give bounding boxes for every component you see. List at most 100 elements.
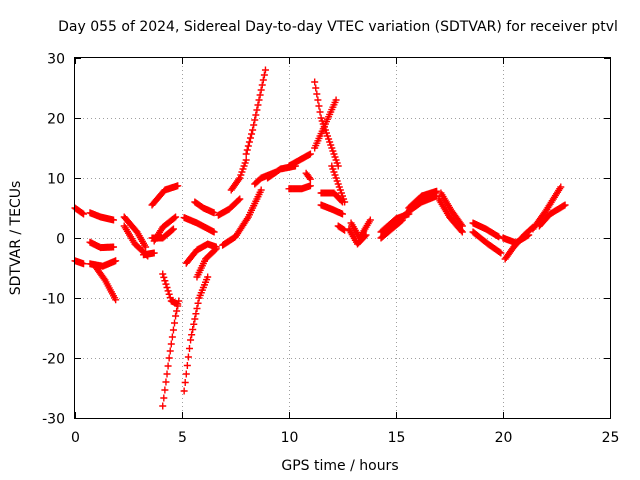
series-arc-37 [377,216,406,242]
data-point [250,121,258,129]
data-point [169,225,177,233]
data-point [165,354,173,362]
data-point [251,116,259,124]
data-point [164,287,172,295]
chart-title: Day 055 of 2024, Sidereal Day-to-day VTE… [58,19,618,35]
series-arc-27 [285,182,314,193]
data-point [339,210,346,218]
data-point [257,186,265,194]
data-point [164,362,172,370]
y-tick-label: -30 [42,412,65,428]
data-point [312,84,320,92]
data-point [159,402,167,410]
data-point [194,299,202,307]
y-tick-label: 0 [56,232,65,248]
data-point [172,312,180,320]
data-point [253,106,261,114]
y-tick-label: 10 [47,172,65,188]
data-point [458,228,466,236]
series-arc-6 [90,261,120,304]
data-point [166,294,174,302]
data-point [313,90,321,98]
x-tick-label: 0 [71,430,80,446]
data-point [184,353,192,361]
data-points [71,66,569,410]
data-point [172,213,180,221]
x-axis-label: GPS time / hours [281,458,398,474]
data-point [78,209,86,217]
data-point [171,319,179,327]
data-point [252,111,260,119]
y-tick-label: -10 [42,292,65,308]
series-arc-1 [71,204,88,218]
series-arc-3 [86,209,118,224]
data-point [212,243,220,251]
data-point [190,320,198,328]
data-point [256,91,264,99]
series-arc-19 [191,198,218,217]
data-point [257,86,265,94]
series-arc-42 [435,195,466,236]
data-point [189,326,197,333]
series-arc-15 [180,273,212,395]
series-arc-24 [242,66,269,158]
series-arc-4 [86,238,118,252]
data-point [168,333,176,341]
data-point [557,183,565,191]
series-arc-30 [311,96,340,152]
series-arc-18 [180,214,218,236]
data-point [248,130,256,138]
data-point [180,387,188,395]
data-point [497,249,505,257]
data-point [337,197,345,205]
data-point [163,284,171,291]
data-point [193,305,201,312]
data-point [245,138,253,146]
data-point [236,195,244,203]
data-point [305,174,313,182]
data-point [182,370,190,378]
data-point [204,273,212,281]
data-point [496,248,504,256]
data-point [191,315,199,323]
series-arc-12 [148,182,182,209]
series-arc-2 [71,257,88,268]
data-point [561,201,569,209]
data-point [174,182,182,190]
data-point [165,290,173,298]
data-point [433,187,441,195]
data-point [171,214,179,222]
data-point [80,260,88,268]
data-point [168,226,176,234]
series-arc-44 [469,228,505,257]
data-point [80,210,88,218]
data-point [169,326,177,334]
data-point [112,257,120,265]
data-point [142,243,150,251]
data-point [244,142,252,150]
data-point [525,231,533,239]
data-point [255,96,263,104]
series-arc-13 [159,297,183,410]
data-point [316,108,324,116]
x-tick-label: 20 [495,430,513,446]
data-point [332,96,340,104]
data-point [249,126,257,134]
data-point [192,310,200,318]
data-point [188,331,196,339]
data-point [160,273,168,281]
series-arc-7 [120,213,150,251]
x-tick-label: 10 [281,430,299,446]
data-point [457,227,465,235]
data-point [235,176,243,183]
series-arc-43 [469,219,503,241]
data-point [246,134,254,142]
data-point [150,249,158,257]
y-axis-ticks: -30 -20 -10 0 10 20 30 [42,52,610,428]
series-arc-36 [347,216,374,242]
series-arc-20 [214,195,244,219]
data-point [366,216,374,224]
data-point [260,71,268,79]
data-point [162,280,170,288]
series-arc-33 [317,201,346,218]
